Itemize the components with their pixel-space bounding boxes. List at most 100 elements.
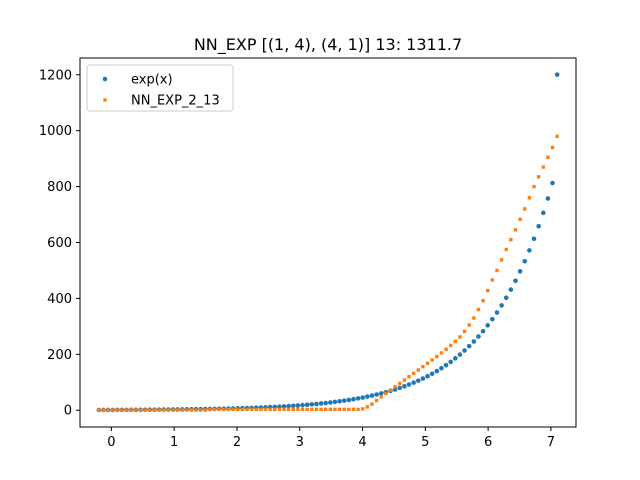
legend-marker-1 xyxy=(102,76,108,82)
data-point xyxy=(420,376,426,381)
data-point xyxy=(481,298,485,303)
data-point xyxy=(430,358,434,362)
data-point xyxy=(425,373,430,379)
data-point xyxy=(222,407,226,412)
data-point xyxy=(212,407,217,412)
data-point xyxy=(323,407,328,412)
legend: exp(x) NN_EXP_2_13 xyxy=(86,64,234,112)
data-point xyxy=(406,382,412,387)
data-point xyxy=(443,362,449,368)
data-point xyxy=(346,397,352,403)
data-point xyxy=(180,408,184,412)
data-point xyxy=(194,408,198,412)
data-point xyxy=(476,334,481,339)
data-point xyxy=(254,407,258,412)
data-point xyxy=(388,388,393,392)
data-point xyxy=(398,381,402,386)
data-point xyxy=(411,380,416,385)
data-point xyxy=(429,371,435,377)
data-point xyxy=(476,307,481,312)
data-point xyxy=(304,402,310,408)
data-point xyxy=(263,407,268,412)
data-point xyxy=(129,408,133,412)
data-point xyxy=(466,343,472,349)
data-point xyxy=(378,391,384,396)
data-point xyxy=(356,407,360,412)
data-point xyxy=(527,248,532,253)
data-point xyxy=(462,329,467,334)
x-tick-label: 1 xyxy=(170,435,178,450)
data-point xyxy=(231,407,235,412)
data-point xyxy=(347,407,351,412)
axes: 0 1 2 3 4 5 6 7 0 200 400 600 800 1000 1200 xyxy=(39,57,577,450)
x-tick-label: 5 xyxy=(421,435,429,450)
data-point xyxy=(296,407,300,412)
data-point xyxy=(217,407,221,412)
data-point xyxy=(370,402,374,406)
data-point xyxy=(402,378,407,382)
data-point xyxy=(361,407,365,411)
y-tick-label: 1000 xyxy=(39,124,72,139)
data-point xyxy=(545,196,551,201)
data-point xyxy=(554,72,560,77)
data-point xyxy=(472,316,476,320)
data-point xyxy=(295,403,301,408)
data-point xyxy=(282,407,286,412)
data-point xyxy=(369,393,375,398)
data-point xyxy=(198,408,203,412)
data-point xyxy=(355,396,361,401)
data-point xyxy=(310,407,314,412)
data-point xyxy=(240,407,245,412)
data-point xyxy=(185,408,189,412)
data-point xyxy=(513,278,518,284)
data-point xyxy=(290,403,296,409)
data-point xyxy=(540,210,546,216)
data-point xyxy=(333,407,337,412)
data-point xyxy=(379,395,383,399)
data-point xyxy=(314,401,319,407)
data-point xyxy=(360,395,366,400)
data-point xyxy=(411,371,416,376)
data-point xyxy=(323,400,328,406)
data-point xyxy=(157,408,161,412)
data-point xyxy=(434,368,440,374)
data-point xyxy=(499,258,504,262)
x-tick-label: 0 xyxy=(107,435,115,450)
data-point xyxy=(448,359,453,365)
data-point xyxy=(259,407,263,412)
data-point xyxy=(462,348,467,353)
data-point xyxy=(208,407,212,412)
data-point xyxy=(536,175,541,179)
data-point xyxy=(351,407,356,412)
data-point xyxy=(152,408,157,412)
data-point xyxy=(550,145,555,150)
data-point xyxy=(120,408,124,412)
data-point xyxy=(286,407,291,412)
data-point xyxy=(300,407,305,412)
y-tick-label: 1200 xyxy=(39,68,72,83)
data-point xyxy=(480,328,486,334)
data-point xyxy=(101,408,106,412)
data-point xyxy=(448,343,453,348)
data-point xyxy=(189,408,194,412)
data-point xyxy=(319,407,323,412)
data-point xyxy=(485,323,491,328)
data-point xyxy=(522,258,528,264)
data-point xyxy=(546,155,550,159)
plot-area xyxy=(96,72,560,413)
data-point xyxy=(318,401,324,406)
data-point xyxy=(458,335,462,339)
data-point xyxy=(393,385,397,389)
data-point xyxy=(341,398,347,403)
data-point xyxy=(337,398,342,404)
y-tick-label: 0 xyxy=(64,404,72,419)
data-point xyxy=(124,408,129,412)
data-point xyxy=(245,407,249,412)
data-point xyxy=(508,287,514,292)
data-point xyxy=(309,402,315,407)
data-point xyxy=(249,407,254,412)
x-tick-label: 6 xyxy=(484,435,492,450)
data-point xyxy=(421,364,425,369)
data-point xyxy=(407,374,411,379)
